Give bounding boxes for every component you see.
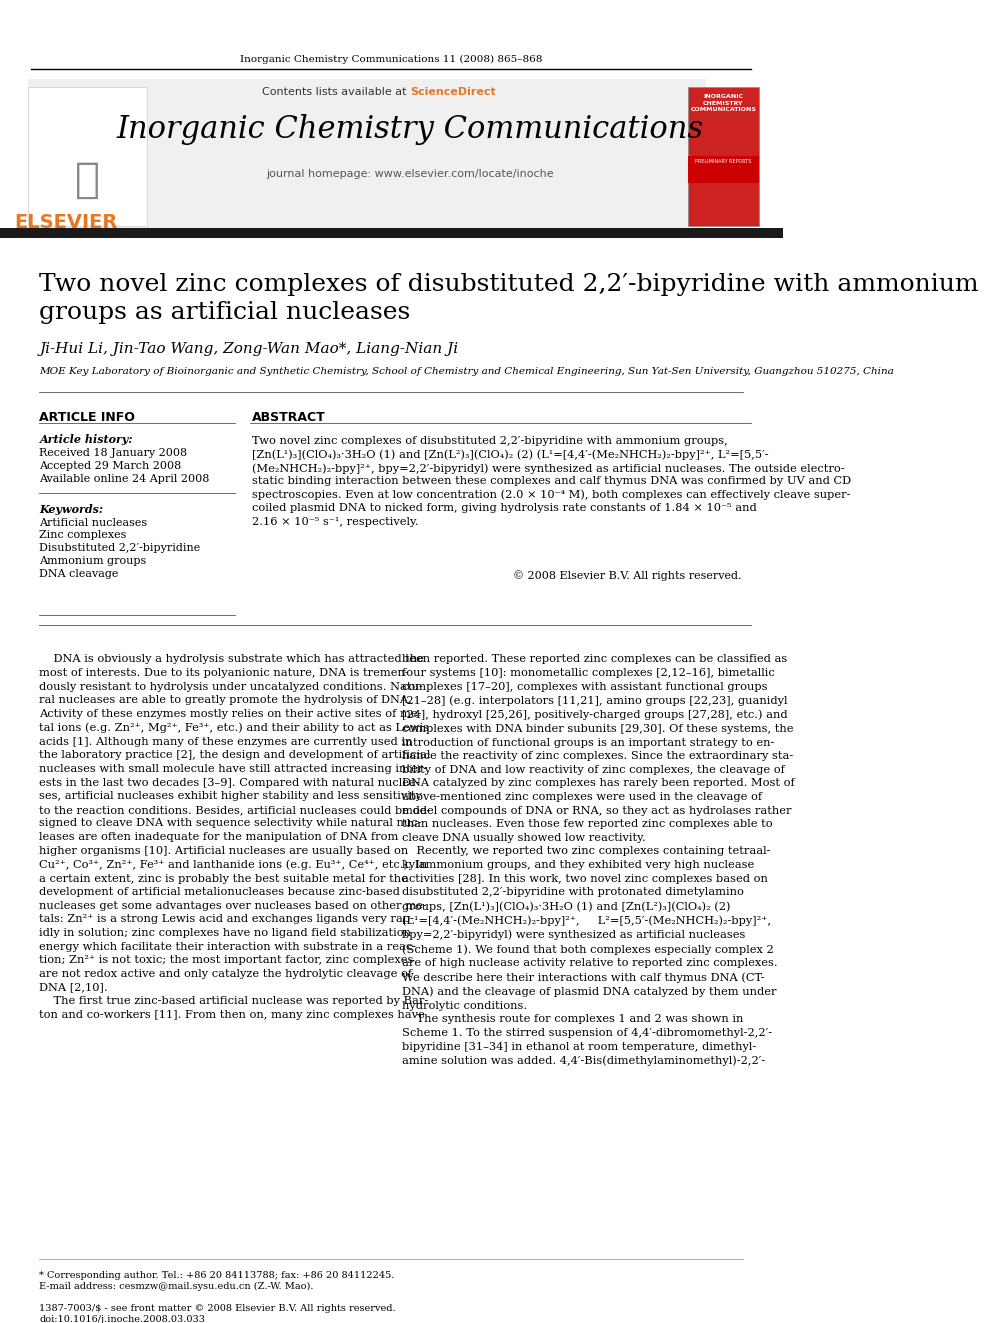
Text: Two novel zinc complexes of disubstituted 2,2′-bipyridine with ammonium groups,: Two novel zinc complexes of disubstitute… <box>252 437 728 446</box>
Text: been reported. These reported zinc complexes can be classified as
four systems [: been reported. These reported zinc compl… <box>403 655 795 1066</box>
Bar <box>28 79 706 228</box>
Text: INORGANIC
CHEMISTRY
COMMUNICATIONS: INORGANIC CHEMISTRY COMMUNICATIONS <box>690 94 756 112</box>
Text: [Zn(L¹)₃](ClO₄)₃·3H₂O (1) and [Zn(L²)₃](ClO₄)₂ (2) (L¹=[4,4′-(Me₂NHCH₂)₂-bpy]²⁺,: [Zn(L¹)₃](ClO₄)₃·3H₂O (1) and [Zn(L²)₃](… <box>252 450 769 460</box>
Text: spectroscopies. Even at low concentration (2.0 × 10⁻⁴ M), both complexes can eff: spectroscopies. Even at low concentratio… <box>252 490 851 500</box>
Text: ELSEVIER: ELSEVIER <box>14 213 117 232</box>
Text: 🌳: 🌳 <box>75 159 100 201</box>
Text: Two novel zinc complexes of disubstituted 2,2′-bipyridine with ammonium
groups a: Two novel zinc complexes of disubstitute… <box>40 273 979 324</box>
Text: Artificial nucleases: Artificial nucleases <box>40 517 148 528</box>
Text: DNA is obviously a hydrolysis substrate which has attracted the
most of interest: DNA is obviously a hydrolysis substrate … <box>40 655 431 1020</box>
Text: static binding interaction between these complexes and calf thymus DNA was confi: static binding interaction between these… <box>252 476 851 487</box>
Text: Contents lists available at: Contents lists available at <box>262 87 411 98</box>
Bar <box>0 228 783 238</box>
Text: DNA cleavage: DNA cleavage <box>40 569 119 579</box>
Text: Article history:: Article history: <box>40 434 133 446</box>
Text: Zinc complexes: Zinc complexes <box>40 531 127 540</box>
Text: Accepted 29 March 2008: Accepted 29 March 2008 <box>40 460 182 471</box>
Text: ARTICLE INFO: ARTICLE INFO <box>40 411 135 425</box>
Text: ABSTRACT: ABSTRACT <box>252 411 326 425</box>
Text: Received 18 January 2008: Received 18 January 2008 <box>40 448 187 458</box>
Text: ScienceDirect: ScienceDirect <box>411 87 496 98</box>
Text: © 2008 Elsevier B.V. All rights reserved.: © 2008 Elsevier B.V. All rights reserved… <box>513 570 742 581</box>
Text: * Corresponding author. Tel.: +86 20 84113788; fax: +86 20 84112245.: * Corresponding author. Tel.: +86 20 841… <box>40 1271 395 1281</box>
Text: Disubstituted 2,2′-bipyridine: Disubstituted 2,2′-bipyridine <box>40 544 200 553</box>
Text: Available online 24 April 2008: Available online 24 April 2008 <box>40 474 210 484</box>
Text: doi:10.1016/j.inoche.2008.03.033: doi:10.1016/j.inoche.2008.03.033 <box>40 1315 205 1323</box>
Bar <box>29 87 147 226</box>
Text: 1387-7003/$ - see front matter © 2008 Elsevier B.V. All rights reserved.: 1387-7003/$ - see front matter © 2008 El… <box>40 1303 396 1312</box>
Text: coiled plasmid DNA to nicked form, giving hydrolysis rate constants of 1.84 × 10: coiled plasmid DNA to nicked form, givin… <box>252 503 757 513</box>
Text: (Me₂NHCH₂)₂-bpy]²⁺, bpy=2,2′-bipyridyl) were synthesized as artificial nucleases: (Me₂NHCH₂)₂-bpy]²⁺, bpy=2,2′-bipyridyl) … <box>252 463 845 474</box>
Text: Inorganic Chemistry Communications 11 (2008) 865–868: Inorganic Chemistry Communications 11 (2… <box>240 54 543 64</box>
Text: Keywords:: Keywords: <box>40 504 103 515</box>
Text: journal homepage: www.elsevier.com/locate/inoche: journal homepage: www.elsevier.com/locat… <box>267 168 554 179</box>
Text: Ji-Hui Li, Jin-Tao Wang, Zong-Wan Mao*, Liang-Nian Ji: Ji-Hui Li, Jin-Tao Wang, Zong-Wan Mao*, … <box>40 343 458 356</box>
Text: MOE Key Laboratory of Bioinorganic and Synthetic Chemistry, School of Chemistry : MOE Key Laboratory of Bioinorganic and S… <box>40 366 894 376</box>
Text: 2.16 × 10⁻⁵ s⁻¹, respectively.: 2.16 × 10⁻⁵ s⁻¹, respectively. <box>252 516 419 527</box>
Bar <box>687 87 759 226</box>
Text: PRELIMINARY REPORTS: PRELIMINARY REPORTS <box>695 159 752 164</box>
Text: Ammonium groups: Ammonium groups <box>40 556 147 566</box>
Bar <box>687 156 759 184</box>
Text: E-mail address: cesmzw@mail.sysu.edu.cn (Z.-W. Mao).: E-mail address: cesmzw@mail.sysu.edu.cn … <box>40 1282 313 1291</box>
Text: Inorganic Chemistry Communications: Inorganic Chemistry Communications <box>117 114 703 146</box>
